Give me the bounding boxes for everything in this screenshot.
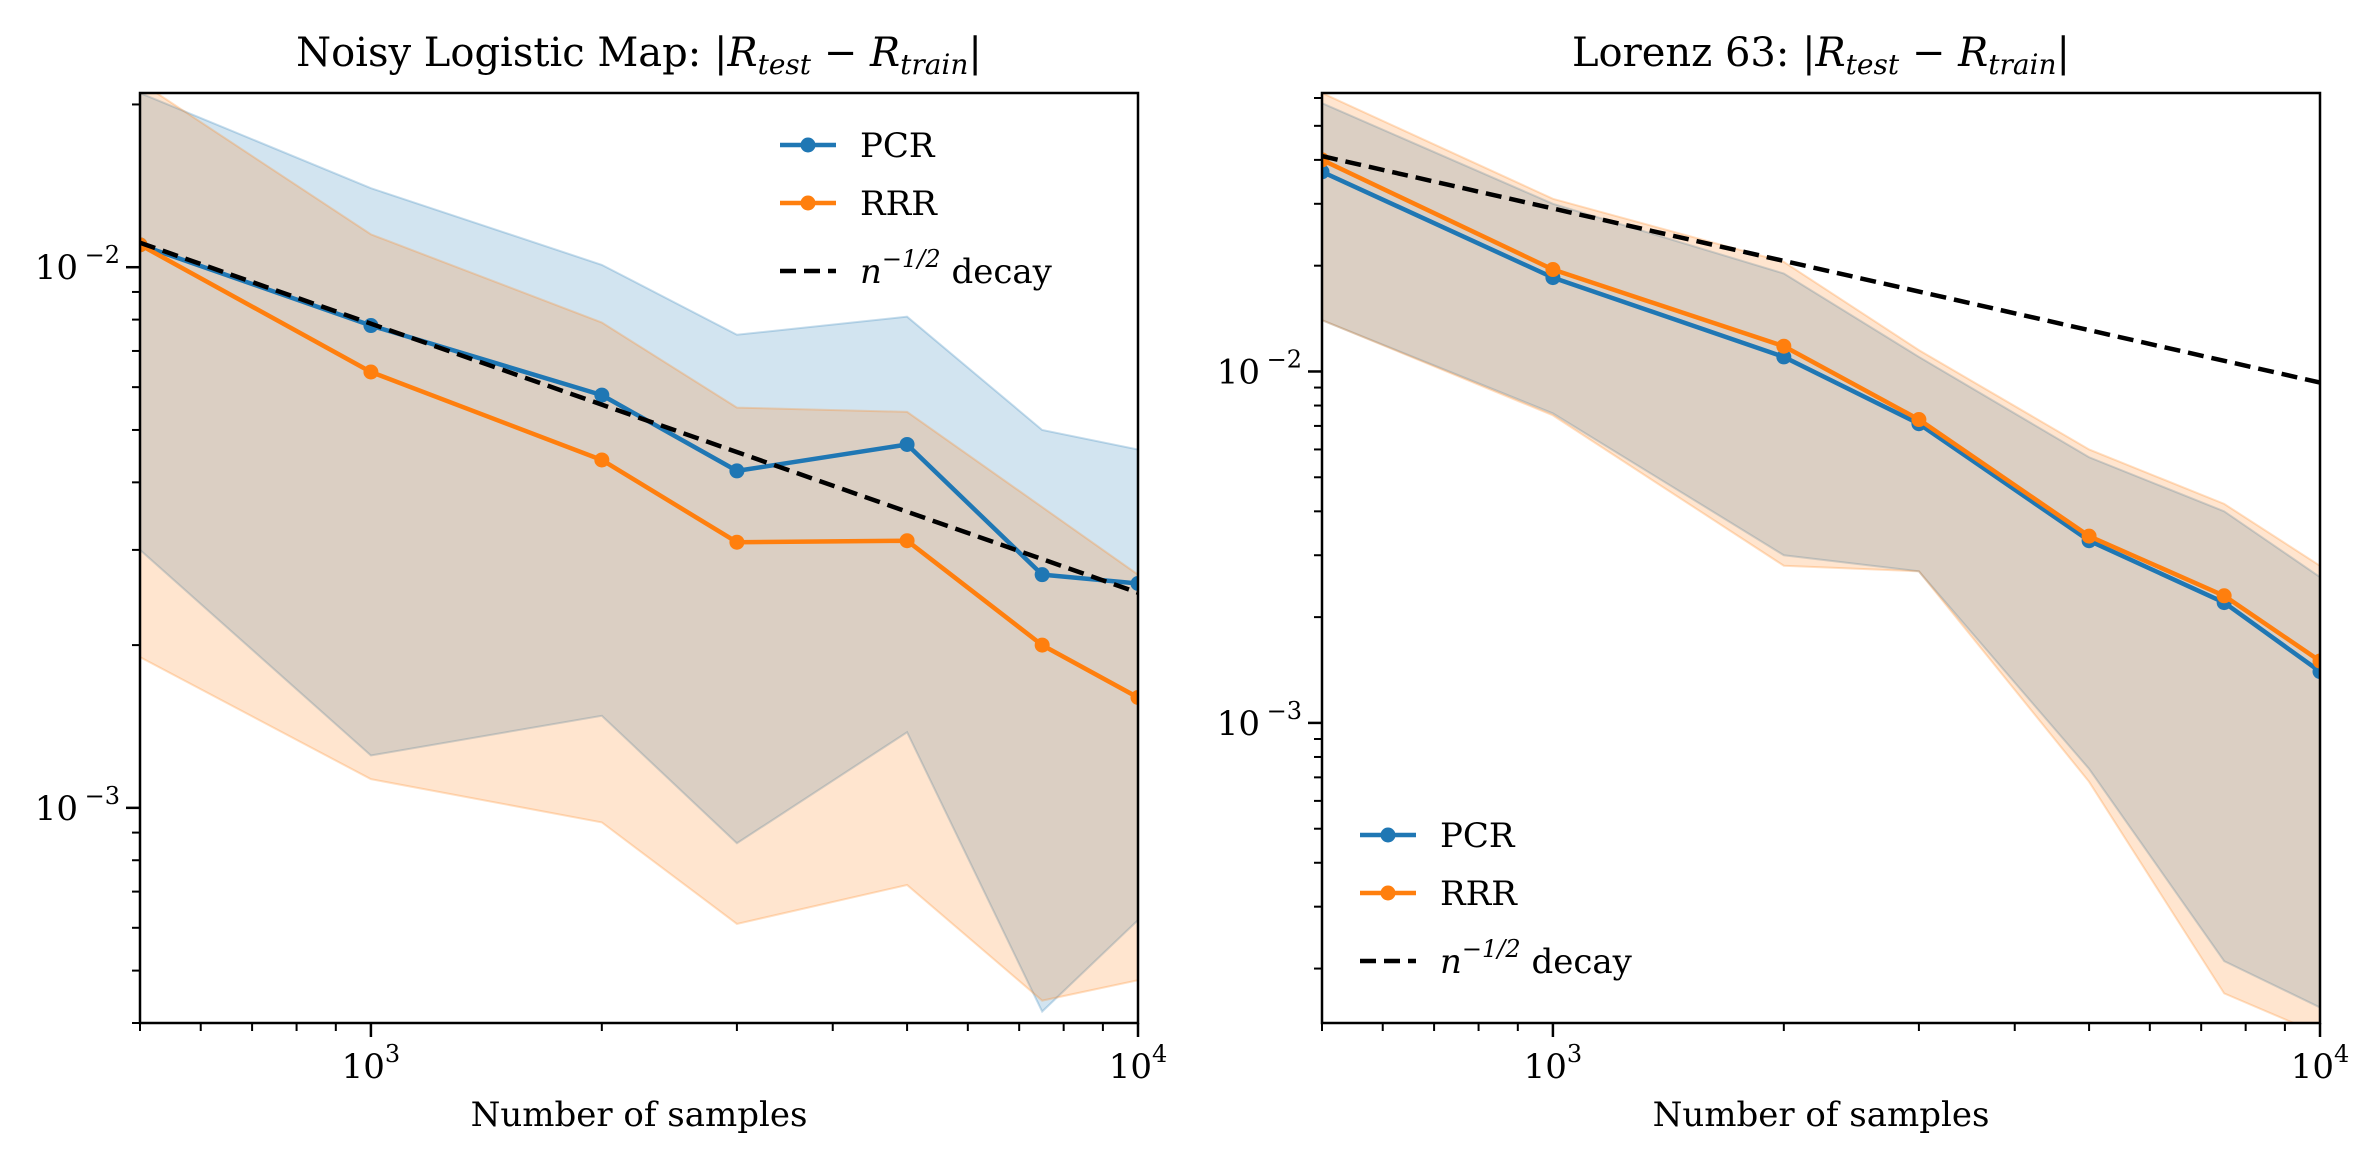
x-tick-label: 103	[342, 1040, 401, 1087]
rrr-point	[899, 533, 915, 549]
x-tick-label: 103	[1524, 1040, 1583, 1087]
chart-title: Noisy Logistic Map: |Rtest − Rtrain|	[296, 30, 982, 81]
y-tick-label: 10 −2	[1217, 345, 1302, 392]
chart-panel-logistic-map: 103 104 10 −2 10 −3 Noisy Logistic Map: |Rtest…	[35, 30, 1168, 1135]
pcr-confidence-band	[1322, 102, 2320, 1009]
legend-marker-pcr	[1380, 827, 1396, 843]
rrr-point	[2081, 528, 2097, 544]
legend-label-pcr: PCR	[1440, 816, 1516, 856]
axes-frame	[138, 91, 1140, 1025]
rrr-point	[1034, 637, 1050, 653]
legend-marker-rrr	[800, 195, 816, 211]
rrr-point	[1911, 412, 1927, 428]
pcr-confidence-band	[140, 93, 1138, 1014]
legend-label-decay: n−1/2 decay	[1440, 935, 1633, 982]
x-axis-label: Number of samples	[471, 1095, 808, 1135]
rrr-point	[1545, 262, 1561, 278]
pcr-point	[1322, 164, 1330, 180]
rrr-confidence-band	[1322, 93, 2320, 1023]
rrr-point	[1776, 338, 1792, 354]
reference-decay-line	[1322, 153, 2320, 385]
x-tick-label: 104	[1109, 1040, 1168, 1087]
rrr-point	[363, 364, 379, 380]
pcr-point	[1130, 576, 1138, 591]
legend-label-rrr: RRR	[1440, 874, 1518, 914]
rrr-point	[1130, 689, 1138, 705]
rrr-series	[1322, 152, 2320, 669]
pcr-point	[1776, 349, 1792, 365]
reference-decay-line	[140, 240, 1138, 595]
legend-marker-pcr	[800, 137, 816, 153]
pcr-point	[594, 387, 610, 403]
pcr-point	[729, 463, 745, 479]
pcr-point	[899, 436, 915, 452]
rrr-point	[594, 452, 610, 468]
legend: PCR RRR n−1/2 decay	[780, 126, 1053, 292]
rrr-confidence-band	[140, 93, 1138, 1002]
plot-area	[1322, 93, 2320, 1023]
axes-frame	[1320, 91, 2322, 1025]
legend-marker-rrr	[1380, 885, 1396, 901]
rrr-point	[729, 534, 745, 550]
x-tick-label: 104	[2291, 1040, 2350, 1087]
legend-label-pcr: PCR	[860, 126, 936, 166]
y-tick-label: 10 −3	[1217, 697, 1302, 744]
x-axis-label: Number of samples	[1653, 1095, 1990, 1135]
legend: PCR RRR n−1/2 decay	[1360, 816, 1633, 982]
pcr-point	[1034, 567, 1050, 583]
legend-label-rrr: RRR	[860, 184, 938, 224]
y-tick-label: 10 −3	[35, 782, 120, 829]
chart-panel-lorenz-63: 103 104 10 −2 10 −3 Lorenz 63: |Rtest − Rtrain…	[1217, 30, 2350, 1135]
rrr-point	[2312, 653, 2320, 669]
plot-area	[140, 93, 1138, 1014]
rrr-point	[2216, 588, 2232, 604]
legend-label-decay: n−1/2 decay	[860, 245, 1053, 292]
chart-title: Lorenz 63: |Rtest − Rtrain|	[1572, 30, 2070, 81]
y-tick-label: 10 −2	[35, 241, 120, 288]
